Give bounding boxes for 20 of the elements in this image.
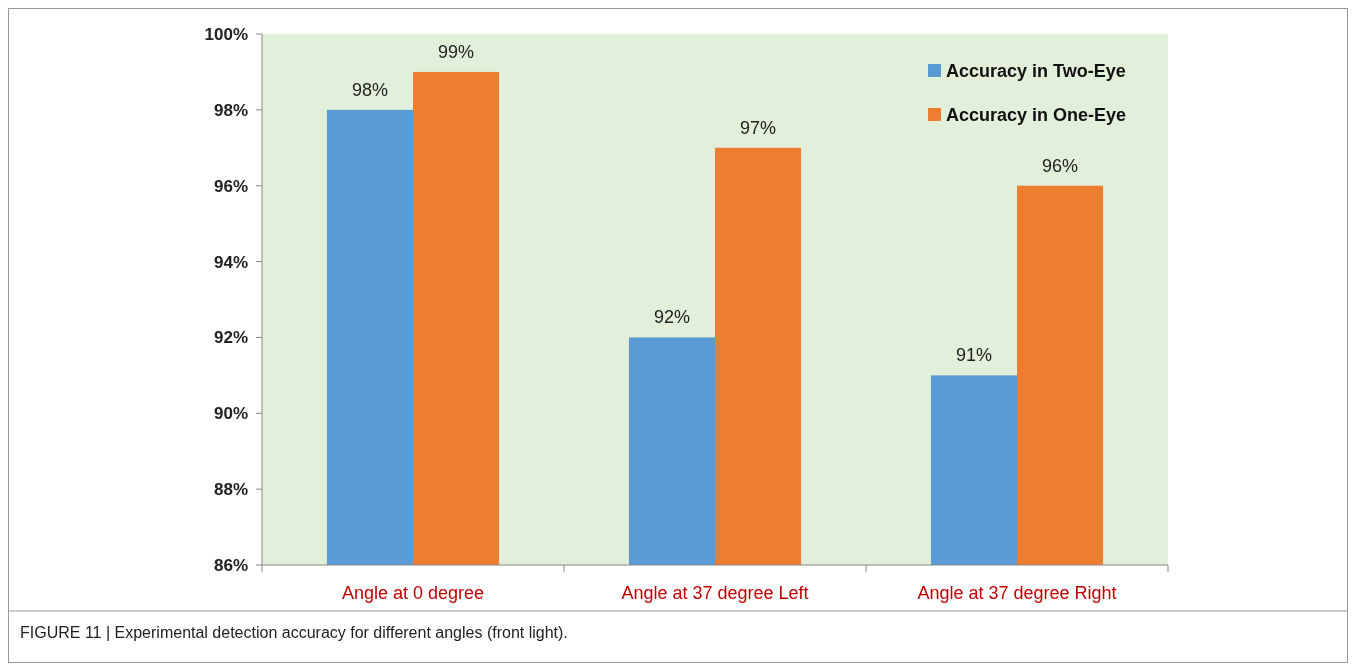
data-label: 98% (351, 79, 388, 100)
x-tick-label: Angle at 37 degree Right (917, 583, 1117, 603)
y-tick-label: 90% (213, 404, 248, 424)
y-tick-label: 88% (213, 480, 248, 500)
data-label: 91% (955, 345, 992, 366)
y-tick-label: 98% (213, 100, 248, 120)
y-tick-label: 96% (213, 176, 248, 196)
y-tick-label: 94% (213, 252, 248, 272)
y-tick-label: 92% (213, 328, 248, 348)
caption: FIGURE 11 | Experimental detection accuracy for different angles (front light). (20, 624, 568, 641)
data-label: 96% (1042, 155, 1079, 176)
y-tick-label: 86% (213, 555, 248, 575)
data-label: 97% (740, 117, 777, 138)
x-tick-label: Angle at 0 degree (341, 583, 485, 603)
data-label: 99% (438, 41, 475, 62)
legend-label: Accuracy in One-Eye (946, 105, 1127, 126)
legend-label: Accuracy in Two-Eye (946, 61, 1126, 82)
y-tick-label: 100% (204, 24, 248, 44)
x-tick-label: Angle at 37 degree Left (621, 583, 809, 603)
data-label: 92% (653, 307, 690, 328)
